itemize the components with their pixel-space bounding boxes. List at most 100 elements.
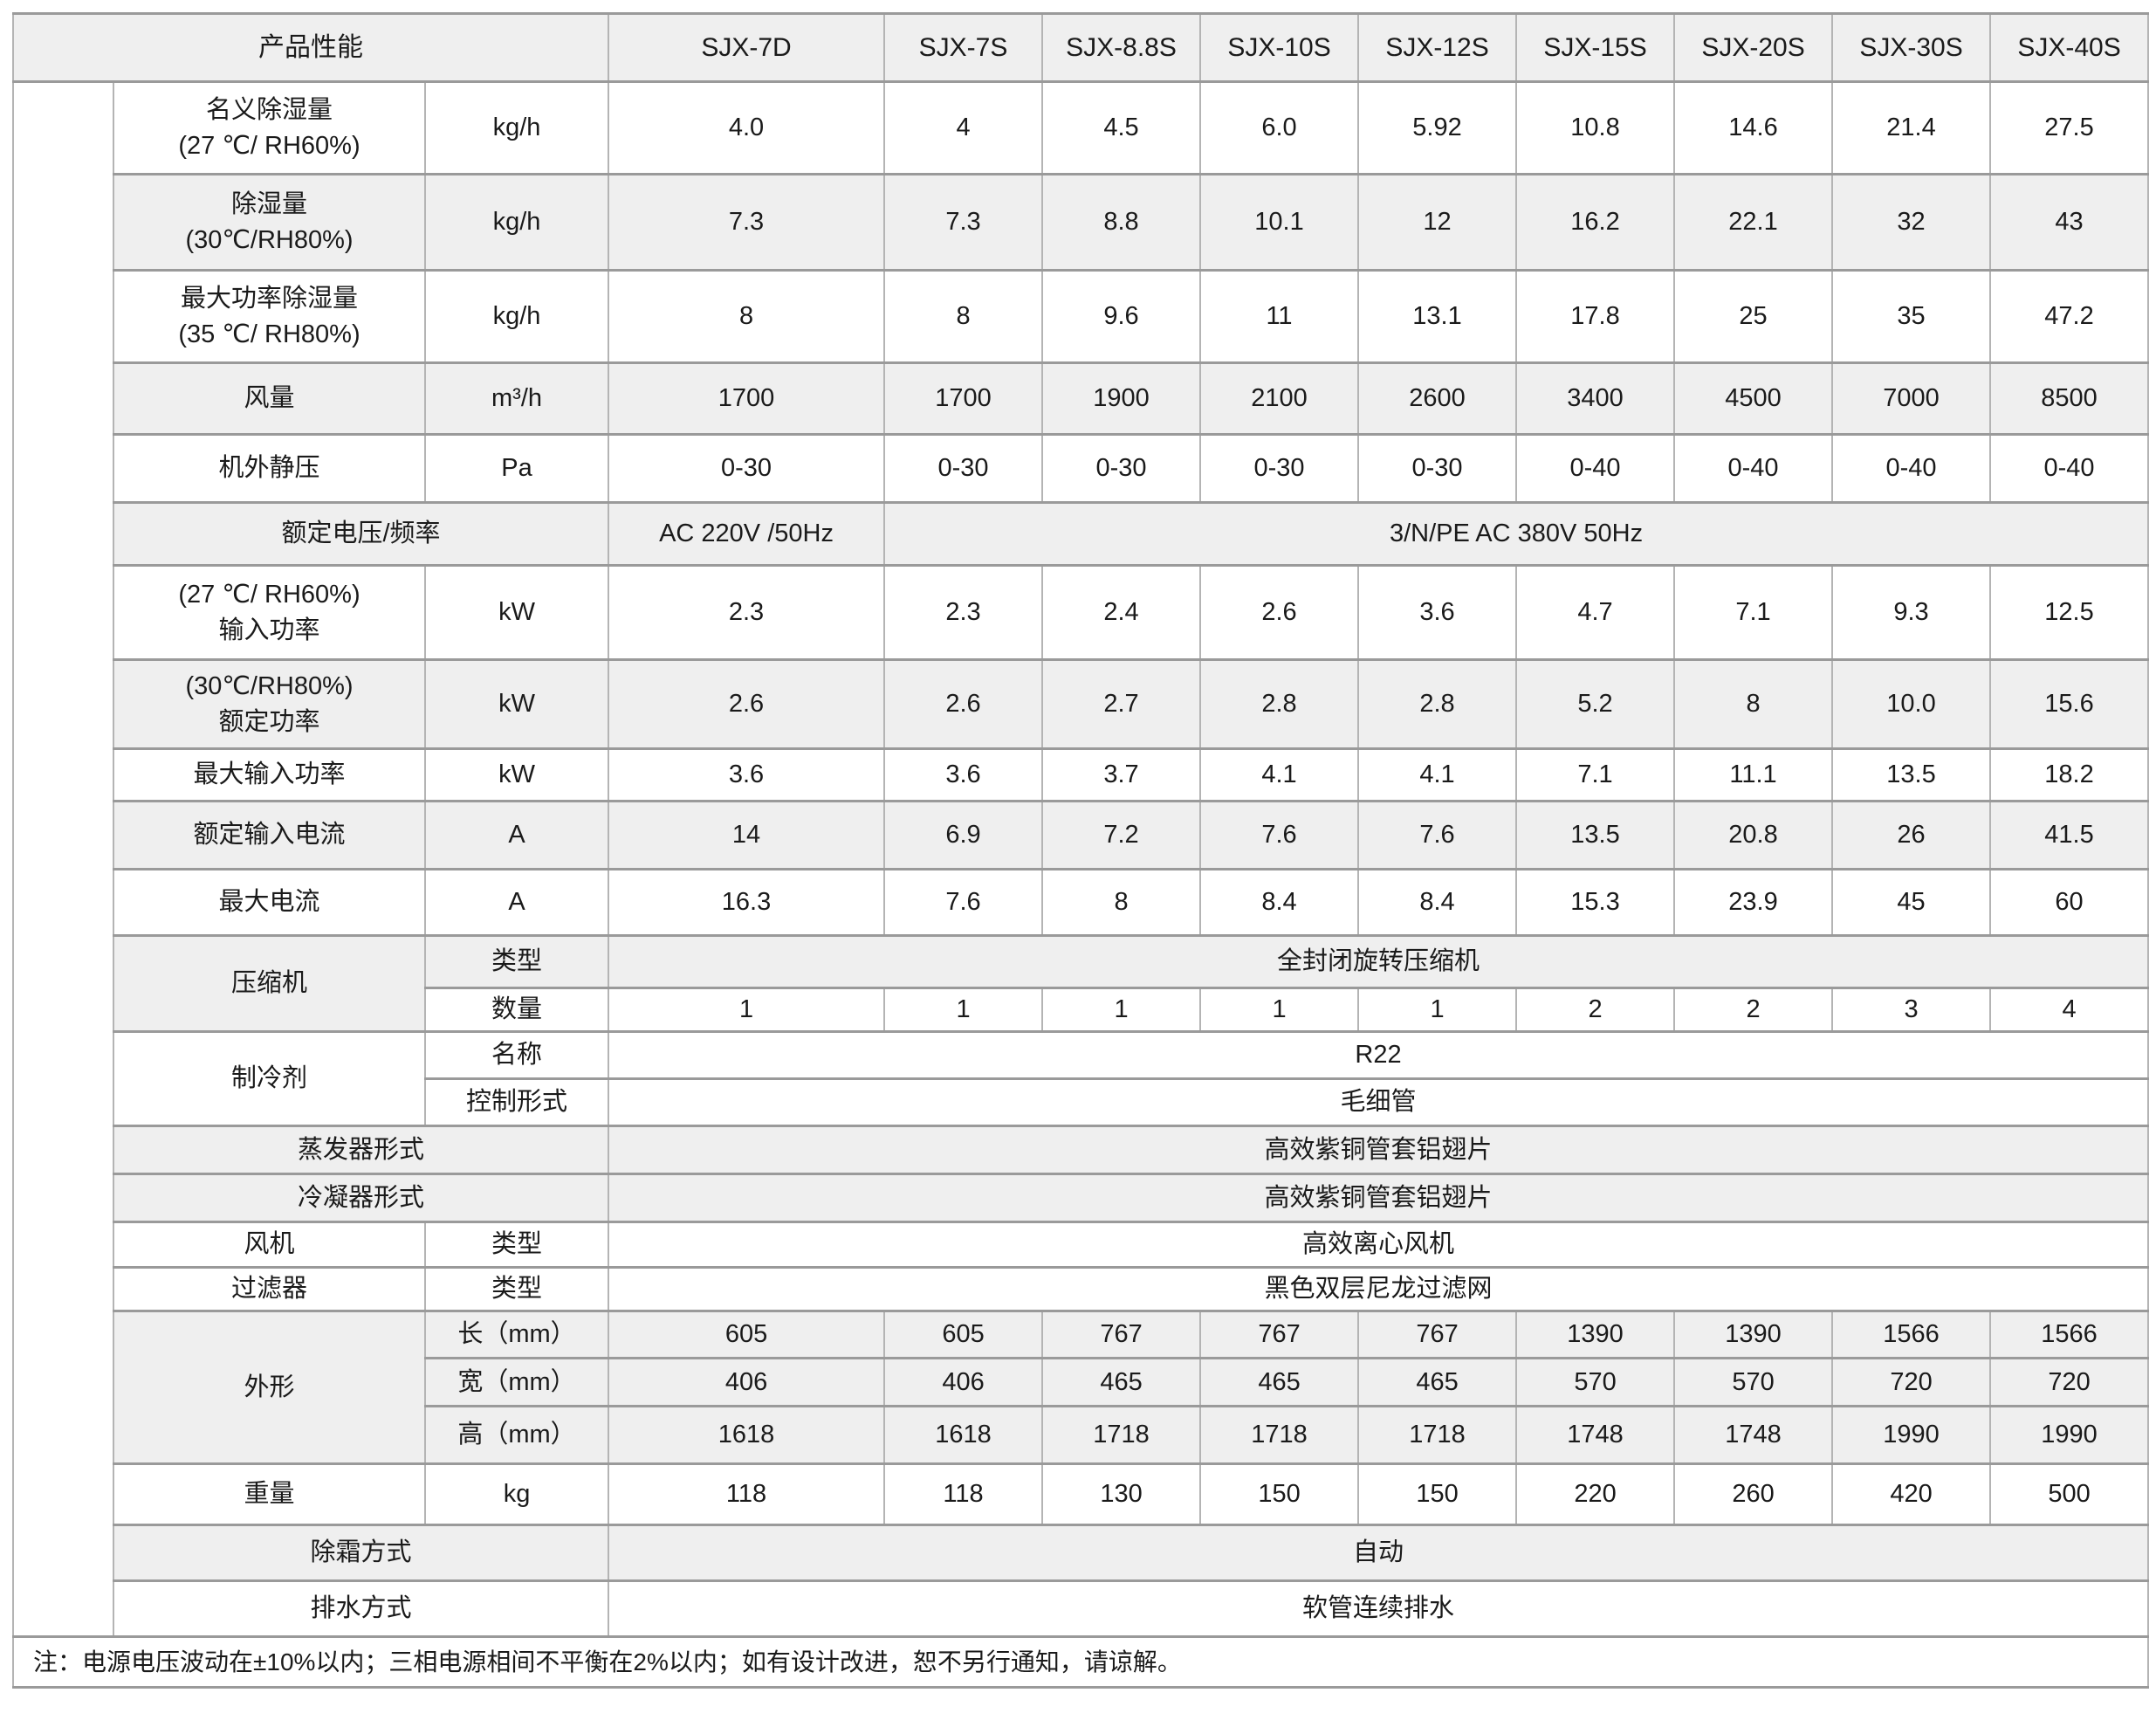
row-label: 风量 bbox=[113, 361, 426, 436]
value-cell: 1990 bbox=[1989, 1405, 2150, 1465]
unit-cell: A bbox=[423, 800, 610, 870]
row-drain: 排水方式 软管连续排水 bbox=[13, 1579, 2150, 1638]
value-cell: 2.3 bbox=[883, 564, 1044, 661]
value-cell: 0-30 bbox=[1357, 433, 1518, 504]
value-cell: 1 bbox=[1357, 987, 1518, 1033]
value-cell: 3 bbox=[1831, 987, 1992, 1033]
sub-label: 宽（mm） bbox=[423, 1357, 610, 1407]
value-cell: 2.7 bbox=[1041, 658, 1202, 750]
value-cell: 1 bbox=[1199, 987, 1360, 1033]
header-row: 产品性能 SJX-7D SJX-7S SJX-8.8S SJX-10S SJX-… bbox=[11, 12, 2150, 83]
value-cell: 1566 bbox=[1831, 1310, 1992, 1359]
row-label: 额定电压/频率 bbox=[112, 501, 610, 567]
value-cell: 60 bbox=[1989, 868, 2150, 937]
value-cell: 23.9 bbox=[1673, 868, 1834, 937]
unit-cell: kW bbox=[423, 564, 610, 661]
row-label-line1: 名义除湿量 bbox=[205, 95, 333, 124]
value-cell: 767 bbox=[1357, 1310, 1518, 1359]
value-cell: 21.4 bbox=[1831, 80, 1992, 175]
value-cell-span: 全封闭旋转压缩机 bbox=[608, 934, 2150, 989]
value-cell: 1 bbox=[1041, 987, 1202, 1033]
row-compressor-type: 压缩机 类型 全封闭旋转压缩机 bbox=[13, 934, 2150, 1033]
row-max-input-power: 最大输入功率 kW 3.6 3.6 3.7 4.1 4.1 7.1 11.1 1… bbox=[13, 747, 2150, 802]
footnote: 注：电源电压波动在±10%以内；三相电源相间不平衡在2%以内；如有设计改进，恕不… bbox=[11, 1635, 2150, 1689]
value-cell: 5.2 bbox=[1515, 658, 1676, 750]
value-cell: 0-40 bbox=[1831, 433, 1992, 504]
row-max-current: 最大电流 A 16.3 7.6 8 8.4 8.4 15.3 23.9 45 6… bbox=[13, 868, 2150, 937]
value-cell: 18.2 bbox=[1989, 747, 2150, 802]
model-header: SJX-40S bbox=[1989, 12, 2150, 83]
value-cell-span: R22 bbox=[608, 1030, 2150, 1080]
value-cell: 4 bbox=[1989, 987, 2150, 1033]
value-cell: 0-30 bbox=[883, 433, 1044, 504]
value-cell: 1 bbox=[608, 987, 886, 1033]
value-cell: 1718 bbox=[1041, 1405, 1202, 1465]
value-cell: 26 bbox=[1831, 800, 1992, 870]
value-cell: 4.1 bbox=[1357, 747, 1518, 802]
value-cell-span: 软管连续排水 bbox=[608, 1579, 2150, 1638]
value-cell: 150 bbox=[1199, 1462, 1360, 1526]
row-input-power-27: (27 ℃/ RH60%) 输入功率 kW 2.3 2.3 2.4 2.6 3.6… bbox=[13, 564, 2150, 661]
row-nominal-dehum: 名义除湿量 (27 ℃/ RH60%) kg/h 4.0 4 4.5 6.0 5.… bbox=[12, 80, 2150, 1638]
value-cell: 11 bbox=[1199, 269, 1360, 364]
row-label: 除霜方式 bbox=[112, 1524, 610, 1582]
value-cell: 465 bbox=[1041, 1357, 1202, 1407]
value-cell: 8 bbox=[1041, 868, 1202, 937]
unit-cell: kg/h bbox=[423, 173, 610, 272]
value-cell: 0-40 bbox=[1989, 433, 2150, 504]
model-header: SJX-30S bbox=[1831, 12, 1992, 83]
value-cell: 1618 bbox=[883, 1405, 1044, 1465]
value-cell: 20.8 bbox=[1673, 800, 1834, 870]
value-cell: 2100 bbox=[1199, 361, 1360, 436]
value-cell: 41.5 bbox=[1989, 800, 2150, 870]
value-cell: 0-40 bbox=[1515, 433, 1676, 504]
product-spec-table: 产品性能 SJX-7D SJX-7S SJX-8.8S SJX-10S SJX-… bbox=[11, 12, 2150, 1689]
value-cell: 1700 bbox=[608, 361, 886, 436]
row-filter: 过滤器 类型 黑色双层尼龙过滤网 bbox=[13, 1266, 2150, 1312]
value-cell: 1390 bbox=[1515, 1310, 1676, 1359]
value-cell: 10.8 bbox=[1515, 80, 1676, 175]
value-cell: 4.5 bbox=[1041, 80, 1202, 175]
model-header: SJX-15S bbox=[1515, 12, 1676, 83]
value-cell: 3.6 bbox=[608, 747, 886, 802]
value-cell: 25 bbox=[1673, 269, 1834, 364]
value-cell: 14.6 bbox=[1673, 80, 1834, 175]
value-cell: 0-40 bbox=[1673, 433, 1834, 504]
row-weight: 重量 kg 118 118 130 150 150 220 260 420 50… bbox=[13, 1462, 2150, 1526]
group-label-refrigerant: 制冷剂 bbox=[113, 1030, 426, 1127]
value-cell: 2.8 bbox=[1357, 658, 1518, 750]
value-cell: 8 bbox=[883, 269, 1044, 364]
value-cell: 220 bbox=[1515, 1462, 1676, 1526]
model-header: SJX-7S bbox=[883, 12, 1044, 83]
row-static-pressure: 机外静压 Pa 0-30 0-30 0-30 0-30 0-30 0-40 0-… bbox=[13, 433, 2150, 504]
value-cell: 13.5 bbox=[1831, 747, 1992, 802]
row-label-line1: 最大功率除湿量 bbox=[180, 284, 358, 313]
value-cell: 13.1 bbox=[1357, 269, 1518, 364]
value-cell: 1748 bbox=[1673, 1405, 1834, 1465]
value-cell: 7000 bbox=[1831, 361, 1992, 436]
value-cell: 17.8 bbox=[1515, 269, 1676, 364]
value-cell: 1618 bbox=[608, 1405, 886, 1465]
value-cell: 465 bbox=[1357, 1357, 1518, 1407]
row-label: 冷凝器形式 bbox=[112, 1173, 610, 1223]
value-cell: 2.6 bbox=[608, 658, 886, 750]
value-cell: 7.3 bbox=[883, 173, 1044, 272]
row-label-line1: (27 ℃/ RH60%) bbox=[178, 580, 360, 609]
row-label: 最大电流 bbox=[113, 868, 426, 937]
row-rated-power-30: (30℃/RH80%) 额定功率 kW 2.6 2.6 2.7 2.8 2.8 5… bbox=[13, 658, 2150, 750]
row-label: (27 ℃/ RH60%) 输入功率 bbox=[113, 564, 426, 661]
row-label: 名义除湿量 (27 ℃/ RH60%) bbox=[113, 80, 426, 175]
model-header: SJX-12S bbox=[1357, 12, 1518, 83]
value-cell: 150 bbox=[1357, 1462, 1518, 1526]
row-rated-current: 额定输入电流 A 14 6.9 7.2 7.6 7.6 13.5 20.8 26… bbox=[13, 800, 2150, 870]
model-header: SJX-8.8S bbox=[1041, 12, 1202, 83]
value-cell-span: 高效离心风机 bbox=[608, 1221, 2150, 1269]
value-cell: 720 bbox=[1989, 1357, 2150, 1407]
value-cell: 16.2 bbox=[1515, 173, 1676, 272]
value-cell: AC 220V /50Hz bbox=[608, 501, 886, 567]
value-cell-span: 高效紫铜管套铝翅片 bbox=[608, 1173, 2150, 1223]
value-cell: 1718 bbox=[1357, 1405, 1518, 1465]
value-cell-span: 毛细管 bbox=[608, 1077, 2150, 1127]
value-cell: 3400 bbox=[1515, 361, 1676, 436]
unit-cell: A bbox=[423, 868, 610, 937]
